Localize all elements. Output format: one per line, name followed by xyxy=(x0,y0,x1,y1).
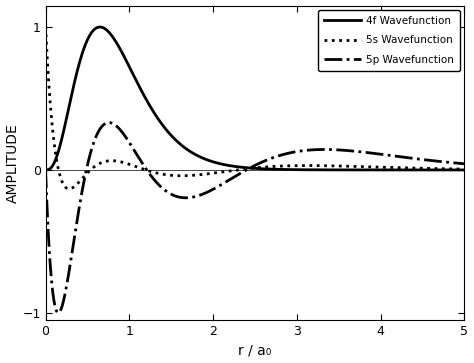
5s Wavefunction xyxy=(462,167,467,171)
5s Wavefunction xyxy=(91,165,96,170)
5p Wavefunction xyxy=(55,311,61,315)
4f Wavefunction xyxy=(409,168,414,172)
5p Wavefunction xyxy=(43,168,48,172)
Line: 5p Wavefunction: 5p Wavefunction xyxy=(46,123,465,313)
5p Wavefunction xyxy=(222,180,228,185)
5s Wavefunction xyxy=(66,187,72,191)
4f Wavefunction xyxy=(462,168,467,172)
4f Wavefunction xyxy=(454,168,459,172)
5s Wavefunction xyxy=(43,25,48,29)
Y-axis label: AMPLITUDE: AMPLITUDE xyxy=(6,123,19,203)
Line: 5s Wavefunction: 5s Wavefunction xyxy=(46,27,465,189)
5p Wavefunction xyxy=(454,161,459,165)
4f Wavefunction xyxy=(116,44,121,48)
5p Wavefunction xyxy=(462,162,467,166)
5s Wavefunction xyxy=(203,172,209,176)
4f Wavefunction xyxy=(43,168,48,172)
5s Wavefunction xyxy=(454,167,459,171)
5p Wavefunction xyxy=(91,141,96,146)
5s Wavefunction xyxy=(222,170,228,174)
5p Wavefunction xyxy=(116,126,121,130)
X-axis label: r / a₀: r / a₀ xyxy=(238,343,272,358)
5s Wavefunction xyxy=(116,159,121,163)
4f Wavefunction xyxy=(222,163,228,167)
4f Wavefunction xyxy=(91,28,96,33)
Legend: 4f Wavefunction, 5s Wavefunction, 5p Wavefunction: 4f Wavefunction, 5s Wavefunction, 5p Wav… xyxy=(318,10,460,71)
4f Wavefunction xyxy=(97,25,103,29)
5p Wavefunction xyxy=(204,190,210,195)
Line: 4f Wavefunction: 4f Wavefunction xyxy=(46,27,465,170)
5s Wavefunction xyxy=(409,166,414,170)
5p Wavefunction xyxy=(106,121,112,125)
5p Wavefunction xyxy=(409,156,414,160)
4f Wavefunction xyxy=(203,158,209,162)
